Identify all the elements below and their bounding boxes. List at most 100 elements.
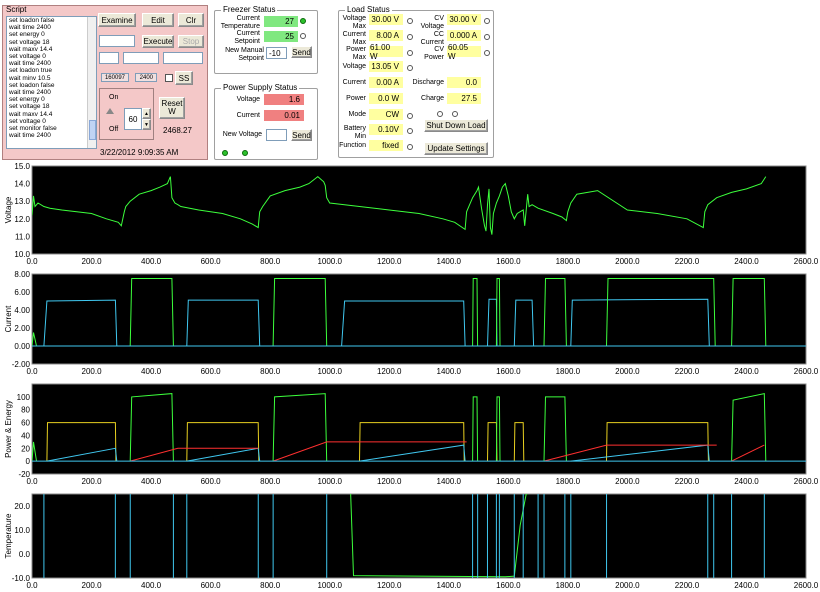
y-tick-label: 2.00 [14,324,30,333]
x-tick-label: 1600.0 [496,257,521,266]
series-line [543,444,717,462]
ps-send-button[interactable]: Send [291,129,312,141]
freezer-send-button[interactable]: Send [291,46,312,58]
series-line [359,444,466,462]
script-line[interactable]: wait minv 10.5 [9,74,51,82]
plot-area [31,165,807,255]
examine-button[interactable]: Examine [98,13,136,27]
series-line [543,278,567,347]
stop-button[interactable]: Stop [178,35,204,48]
load-batt-min-led [407,128,413,134]
ps-voltage-label: Voltage [236,96,260,103]
ps-led-2 [242,150,248,156]
script-entry-field[interactable] [99,35,135,47]
script-lines: set loadon false wait time 2400 set energy… [9,17,57,139]
ss-checkbox[interactable] [165,74,173,82]
param-field-2[interactable] [123,52,159,64]
script-line[interactable]: wait maxv 14.4 [9,110,53,118]
series-group [32,392,806,462]
ps-current-label: Current [236,112,260,119]
shutdown-load-button[interactable]: Shut Down Load [424,119,488,132]
script-line[interactable]: set voltage 0 [9,117,46,125]
reset-w-button[interactable]: Reset W [159,97,185,119]
load-pmax-value: 61.00 W [369,43,403,61]
spin-down-button[interactable]: ▼ [142,119,151,130]
script-line[interactable]: wait time 2400 [9,60,51,68]
y-tick-label: 11.0 [15,232,31,241]
x-tick-label: 2000.0 [615,257,640,266]
x-tick-label: 2200.0 [675,581,700,590]
edit-button[interactable]: Edit [142,13,174,27]
y-tick-label: 0.0 [19,550,31,559]
param-field-1[interactable] [99,52,119,64]
on-label: On [109,94,119,101]
script-line[interactable]: wait time 2400 [9,132,51,140]
series-line [606,422,709,462]
script-panel: Script set loadon false wait time 2400 set… [2,5,208,160]
series-line [731,444,765,462]
ps-new-voltage-input[interactable] [266,129,287,141]
script-line[interactable]: set voltage 18 [9,103,50,111]
spin-value[interactable]: 60 [124,108,142,130]
y-axis-label: Current [4,305,13,332]
y-tick-label: 40 [21,431,30,440]
script-listbox[interactable]: set loadon false wait time 2400 set energy… [6,16,97,149]
x-tick-label: 1000.0 [317,581,342,590]
series-line [513,299,535,347]
counter-a: 160097 [101,73,129,82]
x-tick-label: 1000.0 [317,367,342,376]
slider-up-icon[interactable] [106,108,114,114]
clear-button[interactable]: Clr [178,13,204,27]
script-line[interactable]: wait time 2400 [9,89,51,97]
script-line[interactable]: set voltage 0 [9,53,46,61]
series-line [46,447,118,462]
y-tick-label: -20 [18,470,30,479]
load-cv-power-label: CV Power [424,46,444,61]
load-cc-current-label: CC Current [420,31,444,46]
param-field-3[interactable] [163,52,203,64]
script-line[interactable]: set monitor false [9,125,57,133]
freezer-new-setpoint-input[interactable]: -10 [266,47,287,59]
y-tick-label: 100 [17,393,31,402]
execute-button[interactable]: Execute [142,35,174,48]
series-line [606,278,716,347]
series-line [46,422,117,462]
chart-2: Power & Energy 100 80 60 40 20 0 -20 0.0 200.0 400… [0,380,820,488]
load-batt-min-label: Battery Min [343,125,366,140]
update-settings-button[interactable]: Update Settings [424,142,488,155]
load-function-led [407,144,413,150]
load-mode-led [407,113,413,119]
script-line[interactable]: set loadon false [9,17,55,24]
series-line [731,278,767,347]
x-tick-label: 200.0 [82,257,103,266]
load-voltage-led [407,65,413,71]
power-supply-title: Power Supply Status [221,83,300,92]
series-line [731,392,767,462]
series-line [186,422,260,462]
x-tick-label: 1200.0 [377,477,402,486]
spin-up-button[interactable]: ▲ [142,108,151,119]
x-tick-label: 200.0 [82,367,103,376]
load-voltage-value: 13.05 V [369,61,403,72]
x-tick-label: 600.0 [201,257,222,266]
script-line[interactable]: wait time 2400 [9,24,51,32]
script-line[interactable]: wait maxv 14.4 [9,45,53,53]
ss-button[interactable]: SS [175,71,193,85]
script-line[interactable]: set loadon false [9,81,55,89]
x-tick-label: 2000.0 [615,581,640,590]
script-line[interactable]: set energy 0 [9,96,45,104]
y-tick-label: 20.0 [14,502,30,511]
x-tick-label: 2400.0 [734,477,759,486]
chart-3: Temperature 20.0 10.0 0.0 -10.0 0.0 200.0 400.0… [0,490,820,592]
script-line[interactable]: set voltage 18 [9,38,50,46]
x-tick-label: 2000.0 [615,367,640,376]
freezer-temp-value: 27 [264,16,298,27]
script-line[interactable]: set energy 0 [9,31,45,39]
script-scrollbar[interactable] [87,17,96,148]
load-cc-current-value: 0.000 A [447,30,481,41]
scrollbar-thumb[interactable] [89,120,96,140]
load-function-label: Function [339,142,366,149]
load-current-label: Current [342,79,366,86]
series-line [472,396,479,462]
script-line[interactable]: set loadon true [9,67,53,75]
